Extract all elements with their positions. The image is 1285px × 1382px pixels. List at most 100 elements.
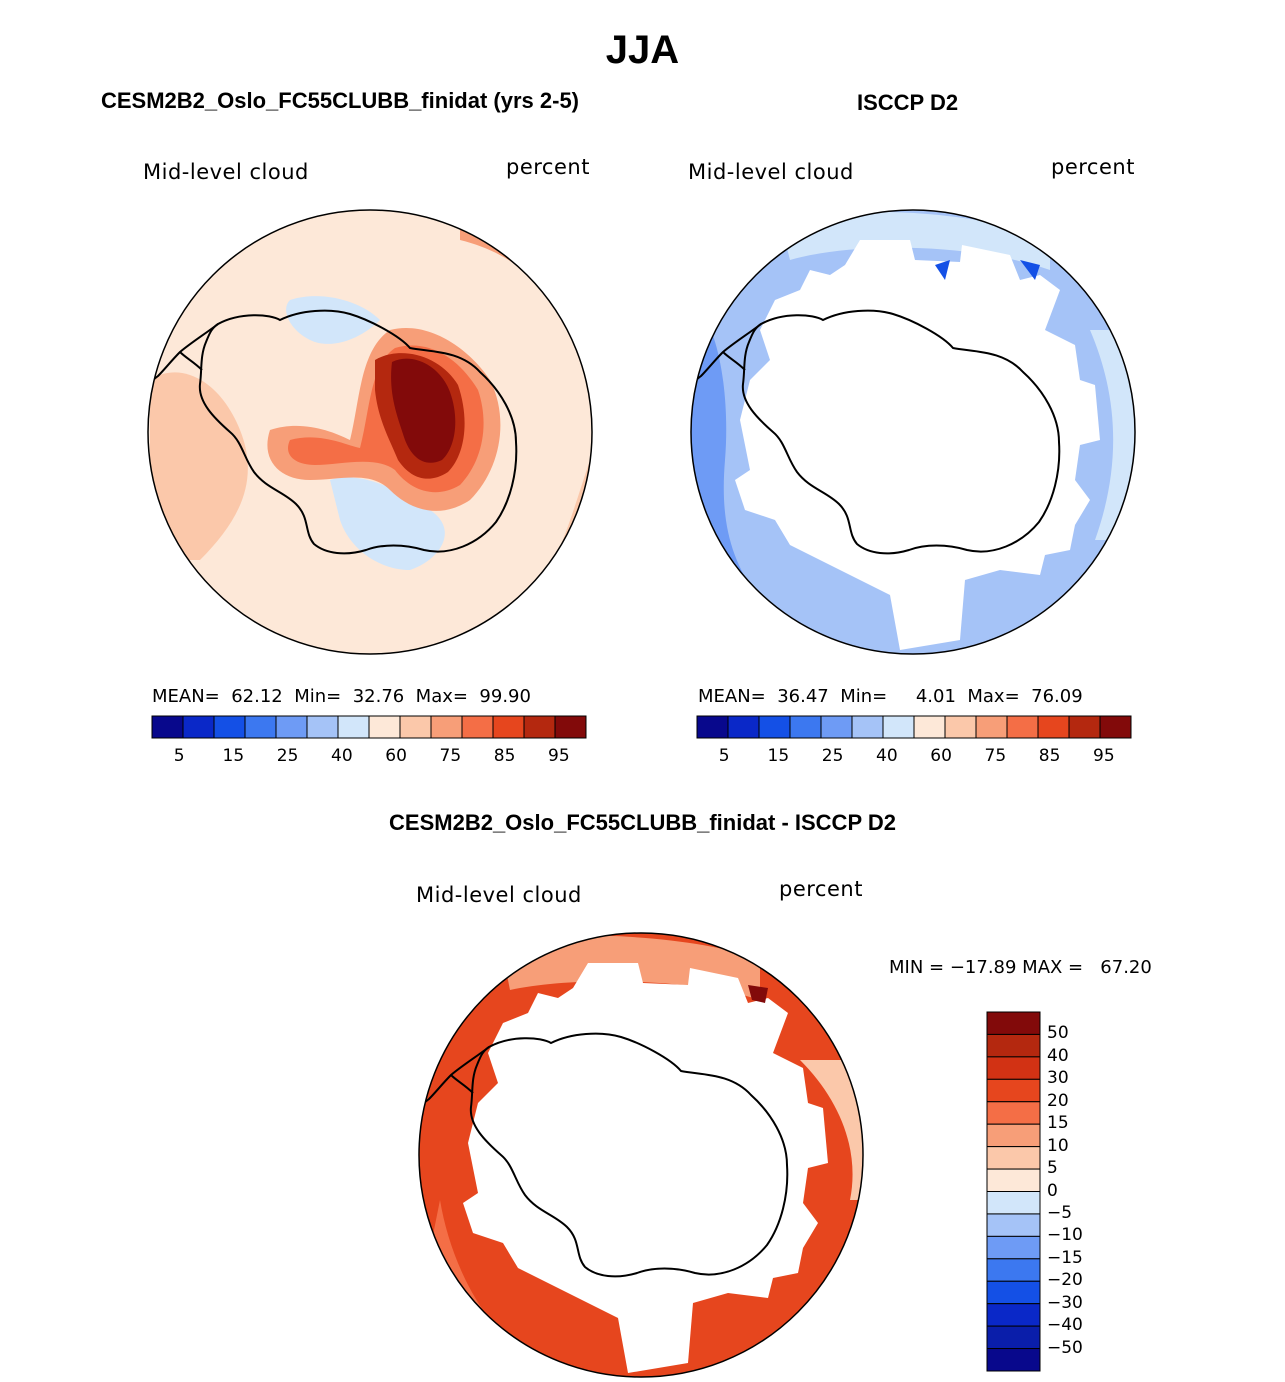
difference-colorbar-tick-label: 10	[1047, 1135, 1069, 1156]
model-colorbar-tick-label: 15	[222, 746, 245, 766]
obs-stats: MEAN= 36.47 Min= 4.01 Max= 76.09	[698, 686, 1083, 707]
model-colorbar-cell	[275, 715, 308, 739]
difference-units-label: percent	[779, 877, 863, 901]
model-colorbar-tick-label: 85	[493, 746, 516, 766]
difference-colorbar-tick-label: 20	[1047, 1090, 1069, 1111]
obs-mean-label: MEAN=	[698, 686, 766, 707]
model-variable-label: Mid-level cloud	[143, 160, 309, 184]
obs-max-value: 76.09	[1031, 686, 1083, 707]
model-colorbar-cell	[244, 715, 277, 739]
obs-colorbar-cell	[696, 715, 729, 739]
obs-colorbar-cell	[975, 715, 1008, 739]
model-colorbar-tick-label: 25	[276, 746, 299, 766]
obs-map-border	[690, 209, 1136, 655]
model-units-label: percent	[506, 155, 590, 179]
difference-colorbar-cell	[986, 1101, 1041, 1125]
model-min-value: 32.76	[352, 686, 405, 707]
obs-colorbar-cell	[1099, 715, 1132, 739]
obs-min-label: Min=	[840, 686, 888, 707]
difference-colorbar	[986, 1011, 1041, 1372]
obs-min-value: 4.01	[915, 686, 956, 707]
obs-colorbar-cell	[913, 715, 946, 739]
difference-colorbar-tick-label: 5	[1047, 1158, 1058, 1179]
obs-field-min2	[935, 260, 950, 280]
difference-colorbar-tick-label: −5	[1047, 1202, 1073, 1223]
obs-colorbar-tick-label: 85	[1038, 746, 1061, 766]
diff-map-border	[418, 932, 864, 1378]
difference-colorbar-tick-label: −30	[1047, 1292, 1083, 1313]
obs-field-min1	[1020, 260, 1040, 280]
model-colorbar-cell	[213, 715, 246, 739]
model-mean-label: MEAN=	[152, 686, 220, 707]
model-colorbar-cell	[554, 715, 587, 739]
difference-colorbar-cell	[986, 1033, 1041, 1058]
model-colorbar-cell	[306, 715, 339, 739]
obs-units-label: percent	[1051, 155, 1135, 179]
difference-colorbar-cell	[986, 1303, 1041, 1327]
obs-colorbar-cell	[727, 715, 760, 739]
model-colorbar	[151, 715, 587, 739]
obs-colorbar-cell	[944, 715, 977, 739]
difference-colorbar-cell	[986, 1348, 1041, 1372]
obs-variable-label: Mid-level cloud	[688, 160, 854, 184]
model-colorbar-tick-label: 60	[385, 746, 407, 766]
difference-colorbar-cell	[986, 1235, 1041, 1260]
model-map-border	[147, 209, 593, 655]
model-colorbar-cell	[337, 715, 370, 739]
difference-colorbar-cell	[986, 1078, 1041, 1103]
obs-mean-value: 36.47	[777, 686, 829, 707]
obs-colorbar-tick-label: 25	[821, 746, 844, 766]
diff-field-east	[800, 1060, 863, 1200]
obs-field-missing	[735, 240, 1100, 650]
model-mean-value: 62.12	[231, 686, 283, 707]
model-colorbar-tick-label: 40	[331, 746, 353, 766]
diff-field-max	[748, 985, 768, 1003]
obs-panel-title: ISCCP D2	[857, 90, 959, 115]
difference-colorbar-cell	[986, 1056, 1041, 1080]
obs-colorbar-tick-label: 60	[930, 746, 952, 766]
model-field-region-low1	[286, 296, 380, 344]
model-max-label: Max=	[415, 686, 468, 707]
difference-colorbar-tick-label: 40	[1047, 1045, 1069, 1066]
difference-map	[419, 933, 863, 1377]
difference-colorbar-tick-label: 15	[1047, 1113, 1069, 1134]
model-colorbar-tick-label: 75	[439, 746, 462, 766]
page-title: JJA	[605, 28, 680, 72]
obs-colorbar-cell	[1068, 715, 1101, 739]
difference-colorbar-tick-label: −40	[1047, 1315, 1083, 1336]
difference-colorbar-cell	[986, 1325, 1041, 1350]
difference-colorbar-tick-label: 50	[1047, 1023, 1069, 1044]
model-colorbar-cell	[430, 715, 463, 739]
model-colorbar-cell	[399, 715, 432, 739]
obs-max-label: Max=	[967, 686, 1020, 707]
obs-colorbar-tick-label: 15	[767, 746, 790, 766]
model-field-region-west	[150, 372, 248, 560]
obs-colorbar	[696, 715, 1132, 739]
difference-colorbar-tick-label: −10	[1047, 1225, 1083, 1246]
model-colorbar-cell	[182, 715, 215, 739]
difference-colorbar-tick-label: 0	[1047, 1180, 1058, 1201]
obs-colorbar-tick-label: 5	[718, 746, 730, 766]
obs-map	[691, 210, 1135, 654]
model-stats: MEAN= 62.12 Min= 32.76 Max= 99.90	[152, 686, 531, 707]
obs-colorbar-cell	[1037, 715, 1070, 739]
obs-colorbar-cell	[820, 715, 853, 739]
model-colorbar-tick-label: 5	[173, 746, 185, 766]
obs-field-band-north	[780, 211, 1050, 270]
obs-colorbar-cell	[758, 715, 791, 739]
model-panel-title: CESM2B2_Oslo_FC55CLUBB_finidat (yrs 2-5)	[101, 88, 580, 113]
model-colorbar-tick-label: 95	[548, 746, 570, 766]
difference-colorbar-cell	[986, 1258, 1041, 1282]
model-colorbar-cell	[461, 715, 494, 739]
difference-colorbar-cell	[986, 1213, 1041, 1237]
obs-colorbar-tick-label: 75	[984, 746, 1007, 766]
difference-panel-title: CESM2B2_Oslo_FC55CLUBB_finidat - ISCCP D…	[389, 810, 896, 835]
model-colorbar-cell	[151, 715, 184, 739]
difference-colorbar-tick-label: −20	[1047, 1270, 1083, 1291]
model-colorbar-cell	[492, 715, 525, 739]
obs-colorbar-cell	[851, 715, 884, 739]
difference-colorbar-tick-label: −50	[1047, 1337, 1083, 1358]
difference-minmax: MIN = −17.89 MAX = 67.20	[889, 957, 1152, 978]
model-min-label: Min=	[294, 686, 342, 707]
difference-colorbar-cell	[986, 1011, 1041, 1035]
